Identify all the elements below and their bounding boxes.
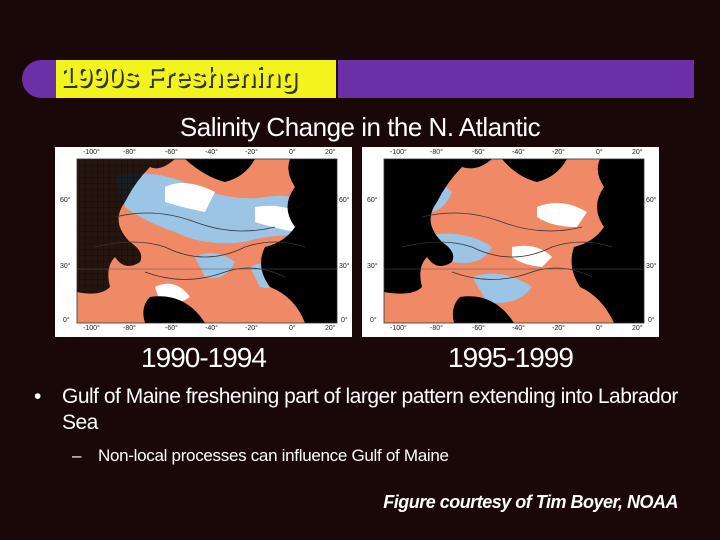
tick-bottom: -100° (83, 325, 100, 332)
tick-lat: 0° (370, 317, 377, 324)
map-ticks: -100° -80° -60° -40° -20° 0° 20° -100° -… (55, 147, 352, 337)
map-period-label: 1995-1999 (448, 342, 574, 373)
sub-bullet-text: Non-local processes can influence Gulf o… (98, 446, 449, 465)
tick-top: -100° (83, 149, 100, 156)
tick-lat-right: 30° (646, 263, 657, 270)
tick-top: -20° (552, 149, 565, 156)
tick-top: -80° (430, 149, 443, 156)
bullet-text: Gulf of Maine freshening part of larger … (62, 385, 678, 434)
tick-bottom: -20° (245, 325, 258, 332)
title-bar-highlight (56, 60, 336, 98)
slide-title: 1990s Freshening (60, 61, 298, 93)
tick-lat-right: 60° (646, 197, 657, 204)
bullet-dot: • (34, 385, 41, 408)
tick-top: -40° (205, 149, 218, 156)
figure-credit: Figure courtesy of Tim Boyer, NOAA (383, 492, 678, 512)
tick-bottom: -100° (390, 325, 407, 332)
tick-bottom: -80° (123, 325, 136, 332)
tick-bottom: -20° (552, 325, 565, 332)
tick-lat: 30° (367, 263, 378, 270)
tick-bottom: -80° (430, 325, 443, 332)
tick-bottom: -60° (165, 325, 178, 332)
tick-top: -100° (390, 149, 407, 156)
salinity-map-1995-1999: -100° -80° -60° -40° -20° 0° 20° -100° -… (362, 147, 659, 337)
tick-bottom: 20° (325, 325, 336, 332)
title-bar-stripe (338, 60, 694, 98)
tick-lat-right: 0° (341, 317, 348, 324)
tick-lat-right: 0° (648, 317, 655, 324)
tick-bottom: -40° (205, 325, 218, 332)
salinity-map-1990-1994: -100° -80° -60° -40° -20° 0° 20° -100° -… (55, 147, 352, 337)
tick-lat: 0° (63, 317, 70, 324)
title-bar (22, 60, 694, 98)
map-ticks: -100° -80° -60° -40° -20° 0° 20° -100° -… (362, 147, 659, 337)
tick-top: 20° (632, 149, 643, 156)
slide-subtitle: Salinity Change in the N. Atlantic (179, 112, 541, 142)
tick-bottom: 0° (289, 325, 296, 332)
tick-bottom: 20° (632, 325, 643, 332)
tick-top: -60° (472, 149, 485, 156)
title-bar-cap (22, 60, 56, 98)
tick-top: 20° (325, 149, 336, 156)
tick-top: -80° (123, 149, 136, 156)
tick-top: 0° (289, 149, 296, 156)
tick-bottom: -60° (472, 325, 485, 332)
tick-lat: 30° (60, 263, 71, 270)
tick-lat-right: 60° (339, 197, 350, 204)
tick-top: 0° (596, 149, 603, 156)
tick-top: -20° (245, 149, 258, 156)
tick-bottom: -40° (512, 325, 525, 332)
tick-lat-right: 30° (339, 263, 350, 270)
tick-bottom: 0° (596, 325, 603, 332)
tick-lat: 60° (60, 197, 71, 204)
tick-top: -60° (165, 149, 178, 156)
tick-top: -40° (512, 149, 525, 156)
sub-bullet-dash: – (72, 446, 82, 465)
map-period-label: 1990-1994 (141, 342, 267, 373)
tick-lat: 60° (367, 197, 378, 204)
